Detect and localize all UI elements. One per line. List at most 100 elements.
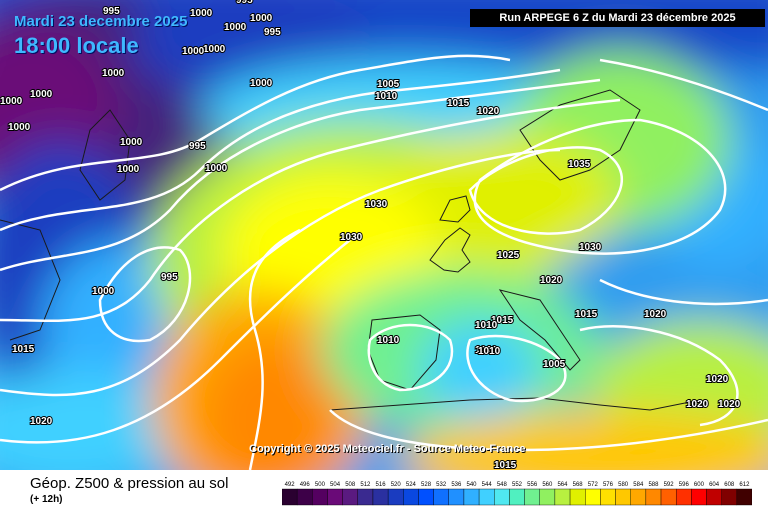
scale-color-swatch (372, 488, 389, 506)
scale-value-label: 500 (315, 482, 326, 488)
scale-color-swatch (509, 488, 525, 506)
isobars (0, 54, 768, 470)
scale-color-swatch (342, 488, 359, 506)
run-info-banner: Run ARPEGE 6 Z du Mardi 23 décembre 2025 (470, 9, 765, 27)
legend-subtitle: (+ 12h) (30, 494, 63, 505)
legend-title: Géop. Z500 & pression au sol (30, 475, 229, 492)
scale-color-swatch (675, 488, 692, 506)
isobar-label: 1005 (377, 79, 400, 90)
scale-color-swatch (282, 488, 298, 506)
isobar-label: 1010 (377, 335, 400, 346)
isobar-label: 1020 (30, 416, 53, 427)
scale-value-label: 572 (588, 482, 599, 488)
scale-color-swatch (296, 488, 313, 506)
scale-color-swatch (463, 488, 480, 506)
copyright-notice: Copyright © 2025 Meteociel.fr - Source M… (249, 443, 526, 455)
scale-value-label: 588 (648, 482, 659, 488)
isobar-label: 1000 (102, 68, 125, 79)
scale-color-swatch (721, 488, 738, 506)
scale-value-label: 520 (391, 482, 402, 488)
isobar-label: 1010 (375, 91, 398, 102)
scale-value-label: 536 (451, 482, 462, 488)
isobar-label: 1035 (568, 159, 591, 170)
scale-value-label: 568 (573, 482, 584, 488)
isobar-label: 1010 (478, 346, 501, 357)
isobar-label: 1000 (92, 286, 115, 297)
isobar-label: 1020 (718, 399, 741, 410)
isobar-label: 1000 (224, 22, 247, 33)
scale-color-swatch (736, 488, 752, 506)
isobar-label: 1015 (447, 98, 470, 109)
isobar-label: 995 (236, 0, 253, 6)
isobar-label: 1020 (477, 106, 500, 117)
scale-value-label: 544 (482, 482, 493, 488)
scale-color-swatch (660, 488, 677, 506)
scale-color-swatch (615, 488, 631, 506)
isobar-label: 1000 (182, 46, 205, 57)
scale-color-swatch (357, 488, 374, 506)
isobar-label: 1005 (543, 359, 566, 370)
scale-value-label: 604 (709, 482, 720, 488)
isobar-label: 1020 (644, 309, 667, 320)
isobar-label: 1000 (120, 137, 143, 148)
scale-value-label: 504 (330, 482, 341, 488)
scale-value-label: 524 (406, 482, 417, 488)
scale-color-swatch (524, 488, 540, 506)
forecast-time: 18:00 locale (14, 33, 139, 58)
isobar-label: 1030 (340, 232, 363, 243)
isobar-label: 995 (189, 141, 206, 152)
isobar-label: 1000 (8, 122, 31, 133)
isobar-label: 1030 (365, 199, 388, 210)
scale-value-label: 540 (467, 482, 478, 488)
scale-color-swatch (645, 488, 662, 506)
isobar-label: 1015 (491, 315, 514, 326)
isobar-label: 1030 (579, 242, 602, 253)
isobar-label: 1000 (0, 96, 23, 107)
scale-value-label: 556 (527, 482, 538, 488)
forecast-date: Mardi 23 decembre 2025 (14, 13, 188, 30)
scale-color-swatch (691, 488, 707, 506)
scale-color-swatch (539, 488, 556, 506)
scale-color-swatch (494, 488, 510, 506)
isobar-label: 1015 (575, 309, 598, 320)
scale-value-label: 596 (679, 482, 690, 488)
scale-value-label: 612 (739, 482, 750, 488)
scale-value-label: 576 (603, 482, 614, 488)
isobar-label: 1020 (706, 374, 729, 385)
scale-color-swatch (554, 488, 571, 506)
forecast-map: 1000995100010009959951000100010001000100… (0, 0, 768, 470)
isobar-label: 1000 (250, 78, 273, 89)
scale-value-label: 600 (694, 482, 705, 488)
isobar-label: 995 (264, 27, 281, 38)
scale-value-label: 512 (360, 482, 371, 488)
scale-color-swatch (478, 488, 495, 506)
scale-value-label: 564 (557, 482, 568, 488)
scale-value-label: 532 (436, 482, 447, 488)
scale-value-label: 508 (345, 482, 356, 488)
scale-color-swatch (585, 488, 601, 506)
isobar-label: 995 (103, 6, 120, 17)
isobar-label: 1015 (12, 344, 35, 355)
isobar-label: 1020 (686, 399, 709, 410)
isobar-label: 1020 (540, 275, 563, 286)
pressure-labels: 1000995100010009959951000100010001000100… (0, 0, 742, 470)
isobar-label: 1000 (205, 163, 228, 174)
scale-value-label: 584 (633, 482, 644, 488)
scale-color-swatch (600, 488, 616, 506)
legend-footer: Géop. Z500 & pression au sol (+ 12h) 492… (0, 470, 768, 512)
scale-color-swatch (403, 488, 419, 506)
scale-value-label: 552 (512, 482, 523, 488)
isobar-label: 1025 (497, 250, 520, 261)
isobar-label: 1000 (30, 89, 53, 100)
isobar-label: 1000 (203, 44, 226, 55)
isobar-label: 1000 (250, 13, 273, 24)
scale-color-swatch (706, 488, 722, 506)
scale-color-swatch (569, 488, 586, 506)
isobar-label: 1015 (494, 460, 517, 470)
scale-value-label: 548 (497, 482, 508, 488)
scale-value-label: 608 (724, 482, 735, 488)
scale-color-swatch (327, 488, 343, 506)
color-scale: 492 496 500 504 508 512 516 520 524 528 532 536 540 5… (282, 482, 752, 506)
scale-color-swatch (418, 488, 434, 506)
